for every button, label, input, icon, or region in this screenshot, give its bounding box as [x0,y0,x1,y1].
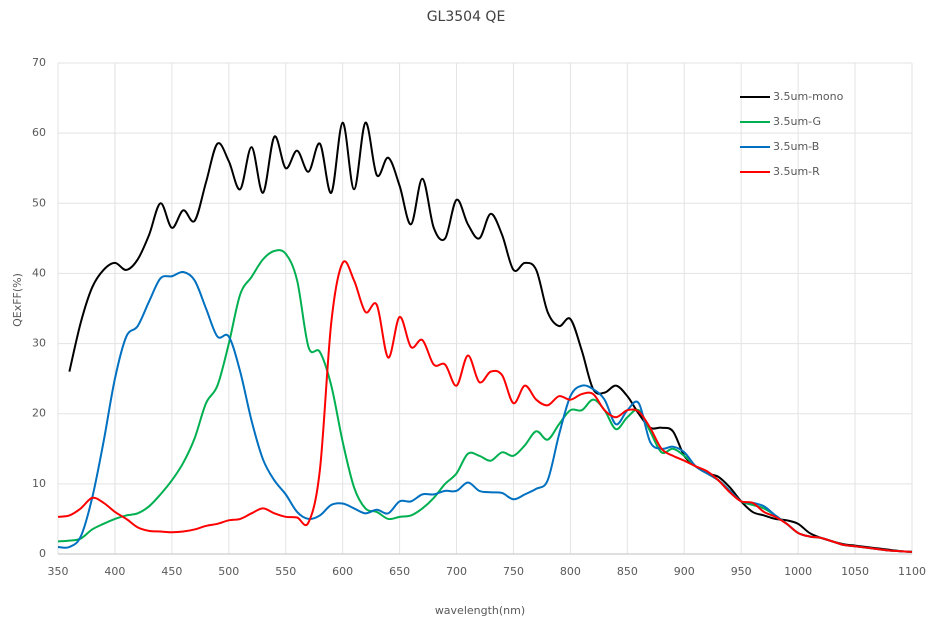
y-tick-label: 0 [39,547,46,560]
x-axis-label: wavelength(nm) [435,604,525,617]
series-line [57,270,913,553]
x-tick-label: 1100 [898,565,926,578]
y-tick-label: 40 [32,266,46,279]
series-line [68,121,913,553]
legend-label: 3.5um-mono [773,90,844,103]
y-tick-label: 20 [32,407,46,420]
legend-label: 3.5um-R [773,165,820,178]
x-tick-label: 550 [275,565,296,578]
y-tick-label: 60 [32,126,46,139]
series-line [57,260,913,553]
x-tick-label: 850 [617,565,638,578]
chart-title: GL3504 QE [427,9,506,25]
x-tick-label: 500 [218,565,239,578]
y-axis-label: QExFF(%) [11,273,24,327]
legend-label: 3.5um-B [773,140,819,153]
x-tick-label: 1000 [784,565,812,578]
x-tick-label: 800 [560,565,581,578]
x-tick-label: 600 [332,565,353,578]
y-tick-label: 50 [32,196,46,209]
x-tick-label: 950 [731,565,752,578]
x-tick-label: 700 [446,565,467,578]
legend-label: 3.5um-G [773,115,821,128]
x-tick-label: 1050 [841,565,869,578]
y-tick-label: 30 [32,337,46,350]
series-line [57,249,913,553]
x-tick-label: 650 [389,565,410,578]
y-tick-label: 70 [32,56,46,69]
x-tick-label: 350 [48,565,69,578]
x-tick-label: 400 [104,565,125,578]
x-tick-label: 450 [161,565,182,578]
y-tick-label: 10 [32,477,46,490]
x-tick-label: 750 [503,565,524,578]
x-tick-label: 900 [674,565,695,578]
